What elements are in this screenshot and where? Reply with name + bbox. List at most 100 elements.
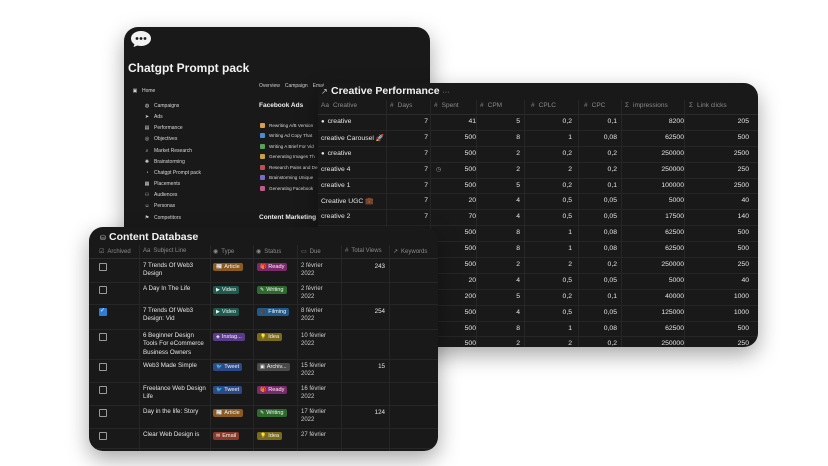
due-date[interactable]: 16 février 2022 bbox=[301, 386, 327, 401]
column-header-subject-line[interactable]: Aa Subject Line bbox=[143, 248, 186, 254]
facebook-ads-item[interactable]: Research Pains and De bbox=[260, 162, 330, 173]
column-header-days[interactable]: # Days bbox=[390, 102, 412, 109]
sidebar-item-competitors[interactable]: ⚑ Competitors bbox=[132, 212, 244, 223]
column-header-creative[interactable]: Aa Creative bbox=[321, 102, 357, 109]
status-tag[interactable]: ✎ Writing bbox=[257, 409, 287, 417]
status-tag[interactable]: 🎥 Filming bbox=[257, 308, 290, 316]
archived-checkbox[interactable] bbox=[99, 286, 107, 294]
due-date[interactable]: 10 février 2022 bbox=[301, 333, 327, 348]
type-tag[interactable]: ▶ Video bbox=[213, 286, 240, 294]
archived-checkbox[interactable] bbox=[99, 307, 107, 316]
facebook-ads-item[interactable]: Generating Facebook bbox=[260, 183, 330, 194]
type-tag[interactable]: ◈ Instag... bbox=[213, 333, 245, 341]
table-row[interactable]: creative 2 7 70 4 0,5 0,05 17500 140 bbox=[318, 210, 758, 227]
due-date[interactable]: 27 février bbox=[301, 432, 327, 438]
table-row[interactable]: creative 1 7 500 5 0,2 0,1 100000 2500 bbox=[318, 179, 758, 195]
creative-name[interactable]: ● creative bbox=[321, 118, 351, 125]
archived-checkbox[interactable] bbox=[99, 432, 107, 440]
more-options-icon[interactable]: ··· bbox=[442, 89, 450, 96]
status-tag[interactable]: 💡 Idea bbox=[257, 333, 283, 341]
facebook-ads-item[interactable]: Generating Images Th bbox=[260, 152, 330, 163]
subject-line[interactable]: Web3 Made Simple bbox=[143, 362, 197, 369]
subject-line[interactable]: Clear Web Design is bbox=[143, 431, 200, 438]
table-row[interactable]: A Day In The Life ▶ Video ✎ Writing 2 février… bbox=[89, 282, 438, 305]
sidebar-item-ads[interactable]: ➤ Ads bbox=[132, 111, 244, 122]
column-header-type[interactable]: ◉ Type bbox=[213, 248, 234, 255]
status-tag[interactable]: 🎁 Ready bbox=[257, 263, 288, 271]
archived-checkbox[interactable] bbox=[99, 333, 107, 341]
tab-overview[interactable]: Overview bbox=[259, 83, 280, 89]
due-date[interactable]: 2 février 2022 bbox=[301, 263, 323, 278]
column-header-status[interactable]: ◉ Status bbox=[256, 248, 281, 255]
subject-line[interactable]: Freelance Web Design Life bbox=[143, 385, 206, 401]
creative-name[interactable]: creative 2 bbox=[321, 213, 350, 220]
column-header-archived[interactable]: ☑ Archived bbox=[99, 248, 131, 255]
archived-checkbox[interactable] bbox=[99, 409, 107, 417]
archived-checkbox[interactable] bbox=[99, 263, 107, 271]
column-header-due[interactable]: ▭ Due bbox=[301, 248, 321, 255]
due-date[interactable]: 8 février 2022 bbox=[301, 308, 323, 323]
subject-line[interactable]: 6 Beginner Design Tools For eCommerce Bu… bbox=[143, 332, 204, 356]
sidebar-item-objectives[interactable]: ◎ Objectives bbox=[132, 134, 244, 145]
facebook-ads-item[interactable]: Writing Ad Copy That bbox=[260, 131, 330, 142]
facebook-ads-item[interactable]: Writing A Brief For Vid bbox=[260, 141, 330, 152]
sidebar-item-chatgpt-prompt-pack[interactable]: ◔ Chatgpt Prompt pack bbox=[132, 167, 244, 178]
creative-name[interactable]: Creative UGC 💼 bbox=[321, 197, 374, 205]
archived-checkbox[interactable] bbox=[99, 363, 107, 371]
sidebar-item-personas[interactable]: ☺ Personas bbox=[132, 201, 244, 212]
column-header-spent[interactable]: # Spent bbox=[434, 102, 459, 109]
type-tag[interactable]: 🐦 Tweet bbox=[213, 386, 243, 394]
due-date[interactable]: 2 février 2022 bbox=[301, 286, 323, 301]
sidebar-item-performance[interactable]: ▤ Performance bbox=[132, 123, 244, 134]
creative-name[interactable]: creative 4 bbox=[321, 166, 350, 173]
archived-checkbox[interactable] bbox=[99, 386, 107, 394]
subject-line[interactable]: 7 Trends Of Web3 Design bbox=[143, 262, 194, 278]
subject-line[interactable]: A Day In The Life bbox=[143, 285, 191, 292]
table-row[interactable]: ● creative 7 41 5 0,2 0,1 8200 205 bbox=[318, 115, 758, 131]
sidebar-item-home[interactable]: ▣ Home bbox=[132, 85, 244, 96]
table-row[interactable]: Day in the life: Story 📰 Article ✎ Writing 17… bbox=[89, 405, 438, 429]
status-tag[interactable]: 💡 Idea bbox=[257, 432, 283, 440]
column-header-cpm[interactable]: # CPM bbox=[480, 102, 502, 109]
due-date[interactable]: 15 février 2022 bbox=[301, 363, 327, 378]
table-row[interactable]: creative 4 7 500 2 2 0,2 250000 250 ◷ bbox=[318, 163, 758, 179]
table-row[interactable]: Clear Web Design is ✉ Email 💡 Idea 27 février bbox=[89, 428, 438, 449]
type-tag[interactable]: 📰 Article bbox=[213, 409, 243, 417]
tab-email[interactable]: Emai bbox=[312, 83, 325, 89]
column-header-cplc[interactable]: # CPLC bbox=[531, 102, 556, 109]
table-row[interactable]: Creative UGC 💼 7 20 4 0,5 0,05 5000 40 bbox=[318, 194, 758, 211]
column-header-keywords[interactable]: ↗ Keywords bbox=[393, 248, 427, 255]
table-row[interactable]: ● creative 7 500 2 0,2 0,2 250000 2500 bbox=[318, 147, 758, 163]
table-row[interactable]: Web3 Made Simple 🐦 Tweet ▣ Archiv... 15 févri… bbox=[89, 359, 438, 383]
due-date[interactable]: 17 février 2022 bbox=[301, 409, 327, 424]
table-row[interactable]: creative Carousel 🚀 7 500 8 1 0,08 62500 500 bbox=[318, 131, 758, 147]
creative-name[interactable]: creative Carousel 🚀 bbox=[321, 134, 384, 142]
status-tag[interactable]: 🎁 Ready bbox=[257, 386, 288, 394]
table-row[interactable]: 6 Beginner Design Tools For eCommerce Bu… bbox=[89, 329, 438, 360]
subject-line[interactable]: Day in the life: Story bbox=[143, 408, 199, 415]
table-row[interactable]: 7 Trends Of Web3 Design: Vid ▶Video 🎥Filmi… bbox=[89, 304, 438, 330]
facebook-ads-item[interactable]: Rewriting A/B Version bbox=[260, 120, 330, 131]
type-tag[interactable]: ✉ Email bbox=[213, 432, 240, 440]
open-page-icon[interactable]: ◷ bbox=[436, 166, 442, 173]
sidebar-item-market-research[interactable]: ⌕ Market Research bbox=[132, 145, 244, 156]
facebook-ads-item[interactable]: Brainstorming Unique bbox=[260, 173, 330, 184]
type-tag[interactable]: 🐦 Tweet bbox=[213, 363, 243, 371]
column-header-total-views[interactable]: # Total Views bbox=[345, 248, 382, 254]
column-header-cpc[interactable]: # CPC bbox=[584, 102, 605, 109]
creative-name[interactable]: ● creative bbox=[321, 150, 351, 157]
creative-name[interactable]: creative 1 bbox=[321, 182, 350, 189]
sidebar-item-placements[interactable]: ▦ Placements bbox=[132, 179, 244, 190]
status-tag[interactable]: ✎ Writing bbox=[257, 286, 287, 294]
type-tag[interactable]: 📰 Article bbox=[213, 263, 243, 271]
subject-line[interactable]: 7 Trends Of Web3 Design: Vid bbox=[143, 307, 194, 323]
status-tag[interactable]: ▣ Archiv... bbox=[257, 363, 290, 371]
table-row[interactable]: 7 Trends Of Web3 Design 📰 Article 🎁 Ready 2 f… bbox=[89, 259, 438, 283]
table-row[interactable]: Freelance Web Design Life 🐦 Tweet 🎁 Ready 16 … bbox=[89, 382, 438, 406]
sidebar-item-brainstorming[interactable]: ✺ Brainstorming bbox=[132, 156, 244, 167]
sidebar-item-audiences[interactable]: ⚇ Audiences bbox=[132, 190, 244, 201]
type-tag[interactable]: ▶ Video bbox=[213, 308, 240, 316]
more-options-icon[interactable]: ··· bbox=[192, 232, 199, 239]
sidebar-item-campaigns[interactable]: ◍ Campaigns bbox=[132, 100, 244, 111]
